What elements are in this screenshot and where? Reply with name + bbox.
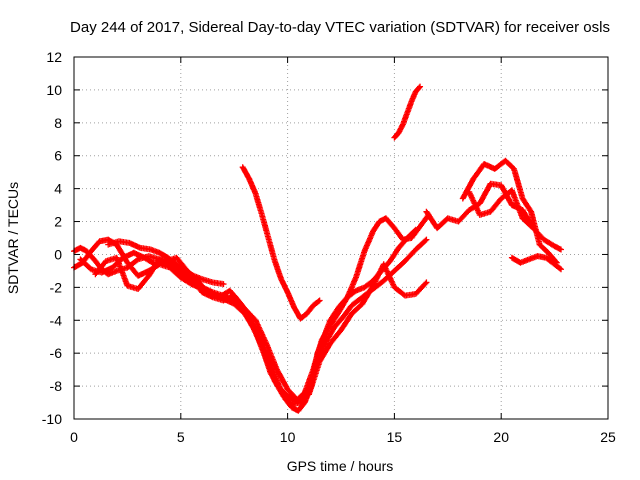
data-track-4 [105, 238, 227, 288]
chart-title: Day 244 of 2017, Sidereal Day-to-day VTE… [70, 19, 610, 36]
data-track-9 [466, 187, 537, 232]
x-tick-label: 25 [600, 429, 616, 445]
data-track-5 [239, 164, 323, 322]
y-tick-label: 4 [54, 181, 62, 197]
y-tick-label: -8 [50, 378, 63, 394]
y-tick-label: -6 [50, 345, 63, 361]
y-tick-label: 10 [46, 82, 62, 98]
data-points [71, 83, 565, 414]
y-tick-label: 6 [54, 148, 62, 164]
y-tick-label: -4 [50, 312, 63, 328]
x-axis-label: GPS time / hours [287, 458, 394, 474]
y-tick-label: 12 [46, 49, 62, 65]
y-tick-label: -10 [42, 411, 62, 427]
y-tick-label: 0 [54, 246, 62, 262]
y-axis-label: SDTVAR / TECUs [5, 182, 21, 294]
data-track-6 [391, 83, 424, 141]
data-track-7 [423, 180, 565, 253]
x-tick-label: 0 [70, 429, 78, 445]
data-track-3 [92, 254, 430, 404]
y-tick-label: 2 [54, 214, 62, 230]
axis-ticks: 0 5 10 15 20 25 -10 -8 -6 -4 -2 0 2 4 6 8 10 12 [42, 49, 616, 445]
data-track-10 [508, 253, 565, 273]
x-tick-label: 15 [387, 429, 403, 445]
grid [74, 57, 608, 419]
data-track-8 [459, 157, 560, 266]
plot-frame [73, 56, 609, 420]
y-tick-label: -2 [50, 279, 63, 295]
x-tick-label: 10 [280, 429, 296, 445]
x-tick-label: 20 [493, 429, 509, 445]
y-tick-label: 8 [54, 115, 62, 131]
x-tick-label: 5 [177, 429, 185, 445]
